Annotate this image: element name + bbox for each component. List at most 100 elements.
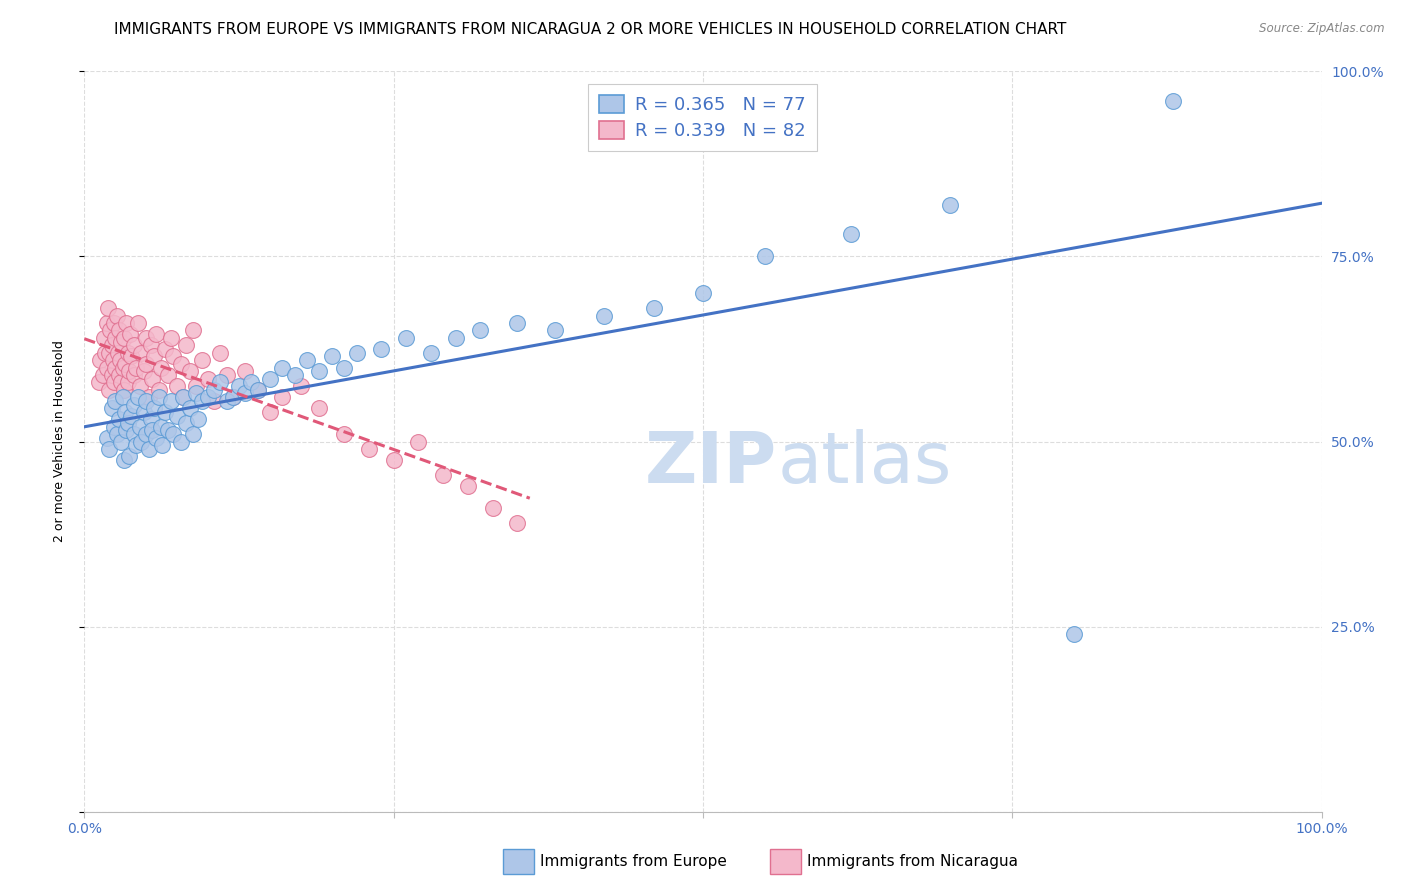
Point (197, 390, 219, 404)
Point (321, 350, 343, 364)
Point (98, 442, 121, 456)
Point (506, 516, 529, 530)
Point (100, 401, 122, 416)
Point (215, 368, 238, 382)
Point (138, 390, 160, 404)
Point (191, 353, 214, 368)
Point (103, 316, 125, 330)
Point (122, 368, 145, 382)
Point (100, 368, 122, 382)
Point (692, 286, 714, 301)
Point (141, 338, 163, 352)
Point (162, 350, 184, 364)
Point (333, 360, 356, 375)
Point (108, 368, 131, 382)
Point (643, 301, 665, 316)
Point (233, 364, 256, 378)
Point (132, 405, 155, 419)
Point (295, 353, 318, 368)
Point (127, 316, 149, 330)
Point (181, 427, 204, 442)
Point (174, 338, 197, 352)
Point (141, 424, 163, 438)
Point (166, 379, 188, 393)
Point (506, 316, 529, 330)
Text: ZIP: ZIP (645, 429, 778, 499)
Point (129, 419, 152, 434)
Point (444, 331, 467, 345)
Point (127, 390, 149, 404)
Point (150, 419, 173, 434)
Point (114, 405, 136, 419)
Point (179, 401, 201, 416)
Point (222, 390, 245, 404)
Legend: R = 0.365   N = 77, R = 0.339   N = 82: R = 0.365 N = 77, R = 0.339 N = 82 (588, 84, 817, 151)
Point (172, 390, 194, 404)
Point (153, 405, 176, 419)
Point (117, 416, 139, 430)
Point (202, 393, 225, 408)
Point (141, 371, 163, 385)
Point (346, 345, 368, 359)
Point (290, 379, 312, 393)
Point (1063, 627, 1085, 641)
Point (141, 412, 163, 426)
Point (132, 364, 155, 378)
Text: Immigrants from Nicaragua: Immigrants from Nicaragua (807, 855, 1018, 869)
Point (179, 364, 201, 378)
Point (122, 427, 145, 442)
Point (111, 360, 134, 375)
Point (142, 401, 165, 416)
Point (104, 393, 127, 408)
Point (184, 386, 207, 401)
Point (110, 434, 132, 449)
Point (118, 450, 141, 464)
Point (100, 338, 122, 352)
Point (122, 397, 145, 411)
Point (122, 338, 145, 352)
Point (209, 345, 232, 359)
Point (157, 424, 180, 438)
Point (202, 383, 225, 397)
Point (129, 434, 152, 449)
Point (114, 357, 136, 371)
Point (308, 364, 330, 378)
Point (209, 376, 232, 390)
Text: Immigrants from Europe: Immigrants from Europe (540, 855, 727, 869)
Point (160, 331, 183, 345)
Point (135, 393, 157, 408)
Point (89, 376, 111, 390)
Point (157, 368, 180, 382)
Point (370, 342, 392, 356)
Point (135, 427, 157, 442)
Point (215, 393, 238, 408)
Point (96, 360, 118, 375)
Text: IMMIGRANTS FROM EUROPE VS IMMIGRANTS FROM NICARAGUA 2 OR MORE VEHICLES IN HOUSEH: IMMIGRANTS FROM EUROPE VS IMMIGRANTS FRO… (114, 22, 1067, 37)
Point (135, 331, 157, 345)
Point (103, 419, 125, 434)
Point (117, 345, 139, 359)
Point (148, 390, 170, 404)
Point (96, 431, 118, 445)
Point (118, 364, 141, 378)
Point (197, 371, 219, 385)
Point (105, 427, 128, 442)
Point (104, 331, 127, 345)
Point (457, 479, 479, 493)
Point (135, 357, 157, 371)
Point (162, 427, 184, 442)
Point (170, 357, 193, 371)
Point (170, 434, 193, 449)
Point (98, 345, 121, 359)
Point (112, 383, 135, 397)
Point (110, 334, 132, 349)
Point (129, 379, 152, 393)
Point (1161, 94, 1184, 108)
Point (97, 301, 120, 316)
Point (470, 324, 492, 338)
Point (103, 376, 125, 390)
Point (271, 390, 294, 404)
Point (104, 360, 127, 375)
Point (93, 331, 115, 345)
Point (841, 227, 863, 242)
